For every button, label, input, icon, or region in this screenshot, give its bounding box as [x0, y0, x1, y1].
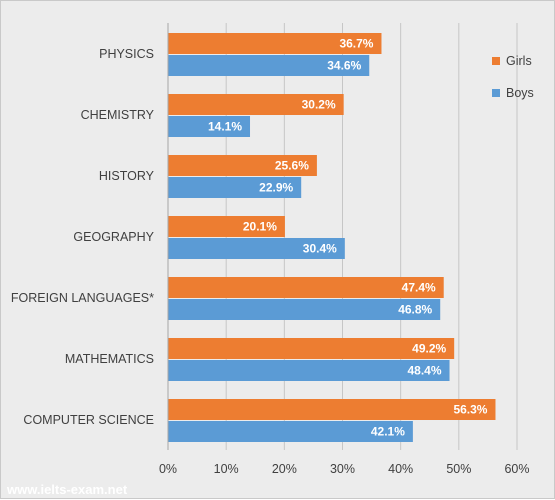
x-tick-label: 30%: [330, 462, 355, 476]
bar-girls: [168, 155, 317, 176]
bar-boys: [168, 360, 450, 381]
data-label: 48.4%: [407, 364, 441, 378]
legend-swatch-boys: [492, 89, 500, 97]
bar-girls: [168, 33, 382, 54]
data-label: 14.1%: [208, 120, 242, 134]
x-tick-label: 0%: [159, 462, 177, 476]
x-tick-label: 40%: [388, 462, 413, 476]
category-label: HISTORY: [99, 169, 155, 183]
category-label: MATHEMATICS: [65, 352, 154, 366]
data-label: 30.2%: [302, 98, 336, 112]
bar-girls: [168, 94, 344, 115]
data-label: 42.1%: [371, 425, 405, 439]
data-label: 47.4%: [402, 281, 436, 295]
bar-boys: [168, 421, 413, 442]
bar-boys: [168, 55, 370, 76]
legend-label-boys: Boys: [506, 86, 534, 100]
bar-girls: [168, 338, 455, 359]
data-label: 22.9%: [259, 181, 293, 195]
watermark: www.ielts-exam.net: [6, 482, 128, 497]
bar-boys: [168, 299, 441, 320]
bar-girls: [168, 216, 285, 237]
data-label: 36.7%: [339, 37, 373, 51]
bar-boys: [168, 177, 302, 198]
bar-boys: [168, 116, 251, 137]
category-label: PHYSICS: [99, 47, 154, 61]
data-label: 30.4%: [303, 242, 337, 256]
bar-girls: [168, 399, 496, 420]
data-label: 46.8%: [398, 303, 432, 317]
x-tick-label: 20%: [272, 462, 297, 476]
data-label: 56.3%: [453, 403, 487, 417]
category-label: COMPUTER SCIENCE: [23, 413, 154, 427]
x-tick-label: 60%: [504, 462, 529, 476]
bar-boys: [168, 238, 345, 259]
data-label: 20.1%: [243, 220, 277, 234]
x-tick-label: 10%: [214, 462, 239, 476]
data-label: 49.2%: [412, 342, 446, 356]
x-tick-label: 50%: [446, 462, 471, 476]
legend-swatch-girls: [492, 57, 500, 65]
bar-girls: [168, 277, 444, 298]
category-label: GEOGRAPHY: [73, 230, 154, 244]
category-label: CHEMISTRY: [81, 108, 155, 122]
legend-label-girls: Girls: [506, 54, 532, 68]
category-label: FOREIGN LANGUAGES*: [11, 291, 154, 305]
data-label: 34.6%: [327, 59, 361, 73]
data-label: 25.6%: [275, 159, 309, 173]
